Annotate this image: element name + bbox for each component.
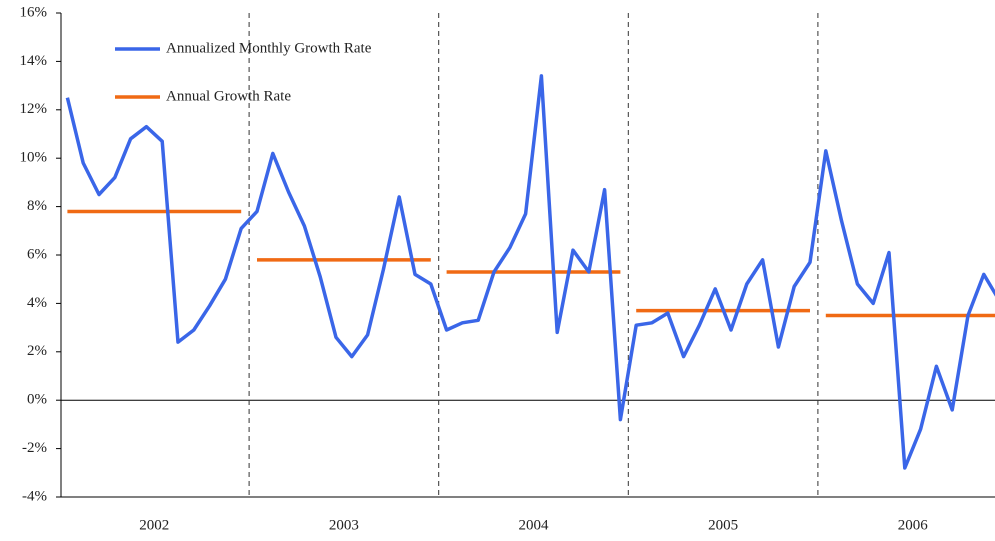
y-tick-label: 8% [27, 198, 47, 214]
x-tick-label: 2003 [329, 517, 359, 533]
x-tick-label: 2006 [898, 517, 929, 533]
y-tick-label: 14% [20, 53, 48, 69]
y-tick-label: 4% [27, 295, 47, 311]
x-tick-label: 2005 [708, 517, 738, 533]
y-tick-label: -4% [22, 488, 47, 504]
monthly-line [65, 74, 995, 470]
x-tick-label: 2004 [519, 517, 550, 533]
legend-label: Annualized Monthly Growth Rate [166, 40, 372, 56]
y-tick-label: 6% [27, 246, 47, 262]
y-tick-label: -2% [22, 440, 47, 456]
y-tick-label: 0% [27, 392, 47, 408]
x-tick-label: 2002 [139, 517, 169, 533]
y-tick-label: 16% [20, 4, 48, 20]
y-tick-label: 2% [27, 343, 47, 359]
y-tick-label: 12% [20, 101, 48, 117]
legend-label: Annual Growth Rate [166, 88, 291, 104]
y-tick-label: 10% [20, 150, 48, 166]
